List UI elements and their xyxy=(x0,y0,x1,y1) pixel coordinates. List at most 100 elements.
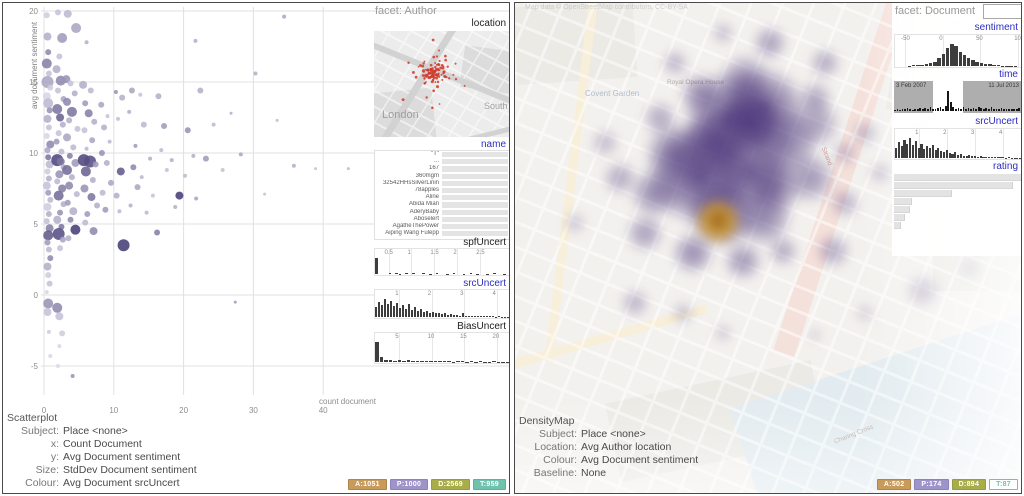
hist-bar[interactable] xyxy=(996,157,999,158)
hist-bar[interactable] xyxy=(945,48,950,66)
scatter-point[interactable] xyxy=(116,167,125,176)
scatter-point[interactable] xyxy=(103,159,110,166)
scatter-point[interactable] xyxy=(43,218,50,225)
time-hist-bar[interactable] xyxy=(934,109,937,111)
scatter-point[interactable] xyxy=(101,124,108,131)
scatter-point[interactable] xyxy=(79,80,88,89)
scatter-point[interactable] xyxy=(197,87,204,94)
time-hist-bar[interactable] xyxy=(980,108,983,111)
scatter-point[interactable] xyxy=(138,92,143,97)
scatter-point[interactable] xyxy=(47,255,54,262)
hist-bar[interactable] xyxy=(465,315,468,317)
scatter-point[interactable] xyxy=(58,148,65,155)
hist-bar[interactable] xyxy=(429,312,432,317)
hist-bar[interactable] xyxy=(420,361,424,362)
hist-bar[interactable] xyxy=(923,149,926,158)
scatter-point[interactable] xyxy=(43,98,54,109)
field-header-location[interactable]: location xyxy=(471,18,506,29)
scatter-point[interactable] xyxy=(191,153,196,158)
hist-bar[interactable] xyxy=(903,140,906,158)
count-badge-p[interactable]: P:1000 xyxy=(389,479,429,490)
hist-bar[interactable] xyxy=(965,156,968,158)
scatter-point[interactable] xyxy=(182,173,187,178)
scatter-point[interactable] xyxy=(89,137,96,144)
field-header-sentiment[interactable]: sentiment xyxy=(974,22,1018,33)
hist-bar[interactable] xyxy=(909,138,912,158)
scatter-point[interactable] xyxy=(59,236,66,243)
scatter-point[interactable] xyxy=(70,144,77,151)
scatter-point[interactable] xyxy=(161,123,168,130)
hist-bar[interactable] xyxy=(983,63,988,66)
hist-bar[interactable] xyxy=(411,361,415,362)
hist-bar[interactable] xyxy=(452,273,456,274)
field-header-BiasUncert[interactable]: BiasUncert xyxy=(457,321,506,332)
hist-bar[interactable] xyxy=(920,64,924,66)
scatter-point[interactable] xyxy=(44,147,51,154)
hist-bar[interactable] xyxy=(895,148,898,158)
hist-bar[interactable] xyxy=(958,51,963,66)
hist-bar[interactable] xyxy=(928,63,933,66)
scatter-point[interactable] xyxy=(63,9,72,18)
scatter-point[interactable] xyxy=(71,23,82,34)
hist-bar[interactable] xyxy=(450,314,453,317)
scatter-point[interactable] xyxy=(53,138,60,145)
time-hist-bar[interactable] xyxy=(916,109,919,111)
scatter-point[interactable] xyxy=(140,121,147,128)
scatter-point[interactable] xyxy=(233,300,237,304)
rating-bar[interactable] xyxy=(894,222,902,229)
hist-bar[interactable] xyxy=(411,309,414,317)
hist-bar[interactable] xyxy=(441,314,444,317)
scatter-point[interactable] xyxy=(52,103,63,114)
rating-bar[interactable] xyxy=(894,190,953,197)
hist-bar[interactable] xyxy=(408,304,411,317)
scatter-point[interactable] xyxy=(43,132,50,139)
hist-bar[interactable] xyxy=(390,300,393,317)
time-hist-bar[interactable] xyxy=(1013,108,1016,111)
hist-bar[interactable] xyxy=(979,156,982,158)
scatter-point[interactable] xyxy=(54,9,61,16)
time-hist-bar[interactable] xyxy=(901,108,904,111)
scatter-point[interactable] xyxy=(55,170,64,179)
hist-bar[interactable] xyxy=(474,315,477,317)
hist-bar[interactable] xyxy=(456,314,459,317)
time-hist-bar[interactable] xyxy=(993,109,995,111)
hist-bar[interactable] xyxy=(435,313,438,317)
hist-bar[interactable] xyxy=(976,156,979,158)
hist-bar[interactable] xyxy=(940,151,943,158)
hist-bar[interactable] xyxy=(438,312,441,317)
hist-bar[interactable] xyxy=(415,360,420,362)
name-row[interactable]: 78apples xyxy=(375,187,509,194)
hist-bar[interactable] xyxy=(990,157,994,158)
hist-bar[interactable] xyxy=(468,315,471,317)
scatter-point[interactable] xyxy=(89,227,98,236)
scatter-point[interactable] xyxy=(44,168,51,175)
time-hist-bar[interactable] xyxy=(1018,108,1021,111)
scatter-point[interactable] xyxy=(44,239,51,246)
scatter-point[interactable] xyxy=(65,235,72,242)
hist-bar[interactable] xyxy=(447,361,451,362)
scatter-point[interactable] xyxy=(57,245,64,252)
field-header-srcUncert-left[interactable]: srcUncert xyxy=(463,278,506,289)
time-hist-bar[interactable] xyxy=(911,109,914,111)
hist-bar[interactable] xyxy=(917,148,920,158)
hist-bar[interactable] xyxy=(384,299,387,317)
hist-bar[interactable] xyxy=(493,273,496,274)
scatter-point[interactable] xyxy=(46,107,53,114)
scatter-point[interactable] xyxy=(46,140,55,149)
scatter-point[interactable] xyxy=(80,184,89,193)
scatter-point[interactable] xyxy=(48,354,53,359)
time-hist-bar[interactable] xyxy=(987,108,990,111)
scatter-point[interactable] xyxy=(175,191,184,200)
hist-bar[interactable] xyxy=(402,305,405,317)
scatter-point[interactable] xyxy=(193,38,198,43)
scatter-point[interactable] xyxy=(44,290,49,295)
hist-bar[interactable] xyxy=(469,361,474,362)
scatter-point[interactable] xyxy=(113,192,120,199)
hist-bar[interactable] xyxy=(433,361,438,362)
hist-bar[interactable] xyxy=(999,157,1002,158)
hist-bar[interactable] xyxy=(948,153,951,158)
hist-bar[interactable] xyxy=(900,146,903,158)
field-header-rating[interactable]: rating xyxy=(992,161,1018,172)
scatter-point[interactable] xyxy=(220,168,225,173)
hist-bar[interactable] xyxy=(379,357,384,362)
